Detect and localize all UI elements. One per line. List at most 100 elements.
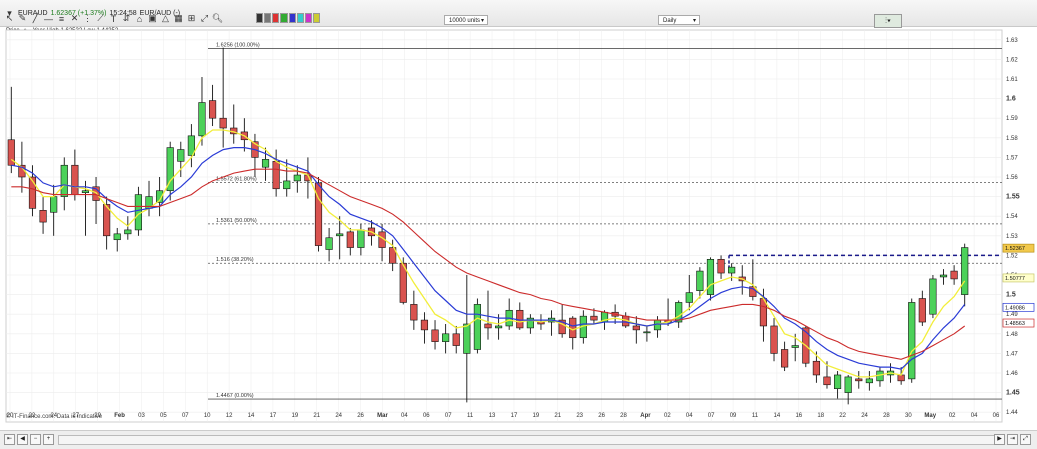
y-tick-label: 1.45 [1006, 390, 1020, 397]
candle-down [208, 100, 217, 119]
candle-up [293, 174, 301, 182]
candle-up [325, 237, 333, 250]
y-tick-label: 1.47 [1006, 351, 1018, 357]
candle-up [495, 325, 503, 329]
x-tick-label: 21 [554, 413, 561, 419]
x-tick-label: 12 [226, 413, 233, 419]
x-tick-label: 22 [29, 413, 36, 419]
x-tick-label: 26 [357, 413, 364, 419]
candle-up [791, 345, 799, 348]
candle-up [60, 164, 68, 197]
candle-down [484, 323, 492, 329]
triangle-icon[interactable]: △ [162, 13, 169, 23]
pencil-icon[interactable]: ✎ [18, 13, 27, 23]
y-axis: 1.63 1.62 1.61 1.6 1.59 1.58 1.57 1.56 1.55 1.54 1… [1006, 38, 1020, 416]
x-tick-label: 29 [94, 413, 101, 419]
x-tick-label: May [924, 413, 936, 419]
zoom-out-icon[interactable]: − [30, 434, 41, 445]
horizontal-scrollbar[interactable] [58, 435, 1005, 445]
first-icon[interactable]: ⇤ [4, 434, 15, 445]
y-tick-label: 1.61 [1006, 77, 1018, 83]
x-tick-label: 07 [708, 413, 715, 419]
x-tick-label: 19 [292, 413, 299, 419]
candle-up [357, 229, 365, 248]
moving-average-fast [10, 129, 966, 378]
candle-down [823, 376, 831, 386]
x-tick-label: 24 [335, 413, 342, 419]
candle-down [590, 315, 598, 321]
x-tick-label: 17 [270, 413, 277, 419]
candle-down [897, 374, 905, 382]
candle-up [728, 266, 736, 274]
symbol-label[interactable]: EURAUD [18, 9, 48, 17]
timeframe-select[interactable]: Daily ▾ [658, 15, 700, 25]
menu-arrow-icon[interactable]: ▾ [7, 7, 12, 18]
chart-type-button[interactable]: ⫶▾ [874, 14, 902, 28]
candle-down [452, 333, 460, 346]
next-icon[interactable]: ▶ [994, 434, 1005, 445]
x-tick-label: 22 [839, 413, 846, 419]
fibonacci-icon[interactable]: ⋮ [83, 13, 92, 23]
y-tick-label: 1.56 [1006, 175, 1018, 181]
pair-label: EUR/AUD (-) [139, 9, 181, 17]
price-tag [1002, 318, 1035, 328]
x-tick-label: 21 [313, 413, 320, 419]
candle-down [314, 182, 323, 246]
candle-down [420, 319, 429, 331]
candle-up [961, 247, 969, 295]
y-tick-label: 1.58 [1006, 136, 1018, 142]
grid-icon[interactable]: ⊞ [187, 13, 196, 23]
candle-down [770, 325, 778, 354]
line-icon[interactable]: ╱ [32, 13, 39, 23]
expand-icon[interactable]: ⤢ [200, 13, 209, 23]
expand-icon[interactable]: ⤢ [1020, 434, 1031, 445]
timeframe-value: Daily [663, 18, 677, 24]
candle-up [833, 374, 842, 389]
trash-icon[interactable]: ▣ [148, 13, 157, 23]
candle-up [156, 190, 164, 203]
color-palette[interactable] [256, 13, 320, 23]
candle-down [812, 360, 820, 376]
y-tick-label: 1.57 [1006, 155, 1018, 161]
channel-icon[interactable]: ≡ [58, 13, 65, 24]
candle-up [706, 259, 715, 295]
x-tick-label: 02 [664, 413, 671, 419]
drawing-tools: ↖ ✎ ╱ — ≡ ✕ ⋮ ⟋ T ⇵ ⌂ ▣ △ ▦ ⊞ ⤢ 🔍︎ [4, 13, 224, 24]
units-value: 10000 units [449, 18, 481, 24]
price-tag-label: 1.49086 [1005, 305, 1025, 311]
zoom-in-icon[interactable]: + [43, 434, 54, 445]
x-tick-label: 14 [774, 413, 781, 419]
fib-label: 1.4467 (0.00%) [216, 393, 254, 399]
horizontal-line-icon[interactable]: — [44, 13, 53, 24]
candle-down [431, 329, 439, 342]
y-tick-label: 1.5 [1006, 292, 1016, 299]
hat-icon[interactable]: ⌂ [136, 13, 143, 24]
cross-icon[interactable]: ✕ [70, 13, 79, 23]
chevron-down-icon: ▾ [692, 18, 696, 24]
x-tick-label: 06 [993, 413, 1000, 419]
price-chart[interactable]: 1.6256 (100.00%) 1.5572 (61.80%) 1.5361 (5… [0, 26, 1037, 430]
arrow-icon[interactable]: ⇵ [122, 13, 131, 23]
text-icon[interactable]: T [110, 13, 117, 24]
x-tick-label: Apr [640, 413, 651, 419]
fan-icon[interactable]: ⟋ [97, 13, 104, 23]
prev-icon[interactable]: ◀ [17, 434, 28, 445]
candle-up [929, 278, 937, 315]
units-select[interactable]: 10000 units ▾ [444, 15, 488, 25]
candle-down [632, 325, 640, 331]
candle-down [399, 262, 407, 303]
zoom-icon[interactable]: 🔍︎ [211, 13, 224, 23]
fib-label: 1.6256 (100.00%) [216, 42, 260, 48]
select-icon[interactable]: ▦ [174, 13, 183, 23]
candle-down [717, 259, 725, 274]
cursor-icon[interactable]: ↖ [5, 13, 14, 23]
candle-down [410, 304, 418, 321]
last-icon[interactable]: ⇥ [1007, 434, 1018, 445]
y-tick-label: 1.62 [1006, 57, 1018, 63]
candle-up [685, 292, 693, 303]
x-tick-label: 13 [489, 413, 496, 419]
y-tick-label: 1.44 [1006, 410, 1018, 416]
candle-down [918, 298, 926, 323]
x-tick-label: 30 [905, 413, 912, 419]
x-tick-label: 28 [883, 413, 890, 419]
